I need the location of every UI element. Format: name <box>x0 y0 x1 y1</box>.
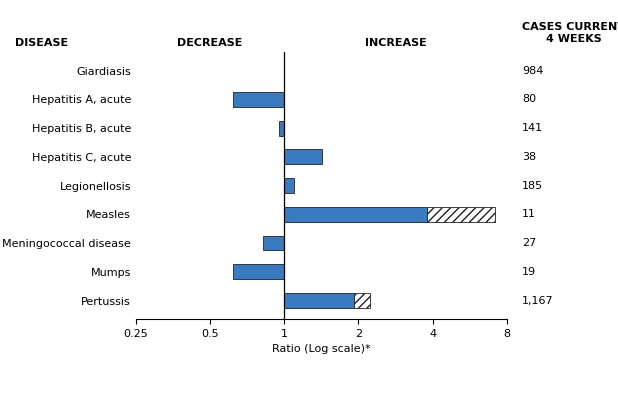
Bar <box>263 235 284 251</box>
Text: 27: 27 <box>522 238 536 248</box>
Text: 185: 185 <box>522 180 543 191</box>
Text: 19: 19 <box>522 267 536 277</box>
Text: DISEASE: DISEASE <box>15 38 69 48</box>
Bar <box>233 264 284 279</box>
Text: 141: 141 <box>522 123 543 133</box>
Text: DECREASE: DECREASE <box>177 38 243 48</box>
Text: CASES CURRENT
4 WEEKS: CASES CURRENT 4 WEEKS <box>522 22 618 44</box>
Text: 38: 38 <box>522 152 536 162</box>
Bar <box>284 293 354 308</box>
Bar <box>279 120 284 136</box>
Text: 984: 984 <box>522 65 544 75</box>
X-axis label: Ratio (Log scale)*: Ratio (Log scale)* <box>272 344 371 354</box>
Bar <box>354 293 370 308</box>
Text: 1,167: 1,167 <box>522 296 554 306</box>
Text: 80: 80 <box>522 94 536 104</box>
Text: INCREASE: INCREASE <box>365 38 426 48</box>
Bar <box>233 92 284 107</box>
Bar <box>284 149 322 164</box>
Bar <box>427 207 496 222</box>
Bar <box>284 207 427 222</box>
Bar <box>284 178 295 193</box>
Text: 11: 11 <box>522 209 536 219</box>
